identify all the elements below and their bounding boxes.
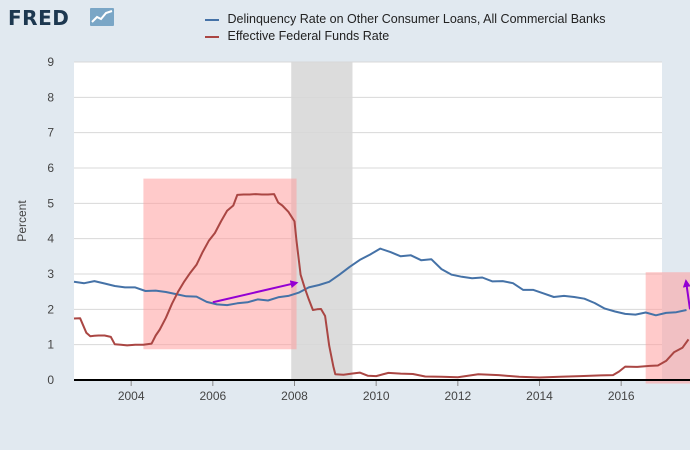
y-tick-label-7: 7 <box>47 126 54 140</box>
legend-item-delinquency[interactable]: Delinquency Rate on Other Consumer Loans… <box>205 12 605 26</box>
x-tick-label-5: 2014 <box>526 389 553 403</box>
annotation-arrow-1 <box>682 279 690 310</box>
legend-swatch-delinquency <box>205 18 219 21</box>
y-tick-label-9: 9 <box>47 55 54 69</box>
x-tick-label-0: 2004 <box>118 389 145 403</box>
y-tick-label-1: 1 <box>47 338 54 352</box>
y-tick-label-6: 6 <box>47 161 54 175</box>
x-tick-label-3: 2010 <box>363 389 390 403</box>
x-tick-label-4: 2012 <box>444 389 471 403</box>
annotation-arrow-0 <box>212 280 299 304</box>
y-axis-label: Percent <box>15 200 29 242</box>
annotation-box-1 <box>645 272 690 384</box>
x-tick-label-1: 2006 <box>199 389 226 403</box>
y-tick-label-2: 2 <box>47 302 54 316</box>
annotation-box-0 <box>143 178 297 350</box>
fred-logo: FRED <box>8 6 70 30</box>
recession-shade-0 <box>291 62 353 380</box>
y-tick-label-5: 5 <box>47 196 54 210</box>
legend-label-delinquency: Delinquency Rate on Other Consumer Loans… <box>227 12 606 26</box>
y-tick-label-0: 0 <box>47 373 54 387</box>
legend-item-fedfunds[interactable]: Effective Federal Funds Rate <box>205 29 389 43</box>
x-tick-label-6: 2016 <box>608 389 635 403</box>
fred-logo-chart-icon <box>90 8 114 26</box>
y-tick-label-4: 4 <box>47 232 54 246</box>
legend-label-fedfunds: Effective Federal Funds Rate <box>227 29 390 43</box>
plot-area: 0 1 2 3 4 5 6 7 8 9 Percent 2004 2006 2008 2010 2012 201… <box>15 55 690 403</box>
y-tick-label-8: 8 <box>47 90 54 104</box>
y-tick-label-3: 3 <box>47 267 54 281</box>
series-line-1 <box>73 193 690 379</box>
x-tick-label-2: 2008 <box>281 389 308 403</box>
legend-swatch-fedfunds <box>205 35 219 38</box>
